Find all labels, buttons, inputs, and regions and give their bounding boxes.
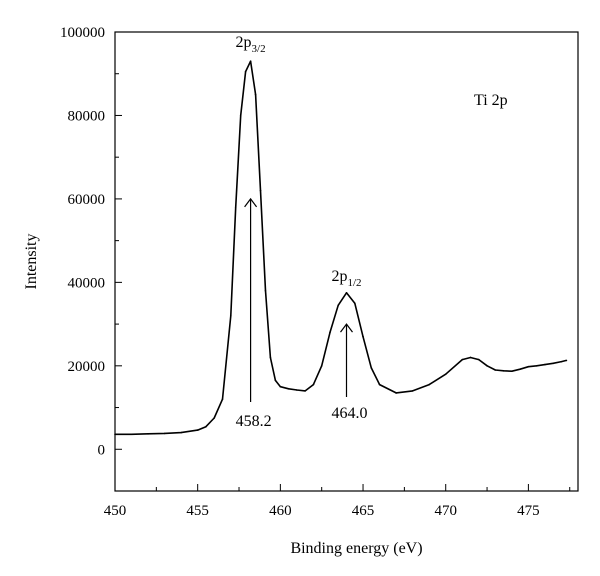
data-point [535, 365, 538, 367]
data-point [527, 365, 530, 368]
data-point [544, 363, 546, 366]
data-point [378, 383, 381, 386]
peak-position-label: 464.0 [332, 405, 368, 422]
data-point [269, 356, 272, 359]
data-point [362, 335, 364, 338]
x-tick-label: 475 [517, 503, 540, 519]
data-point [196, 429, 199, 431]
data-point [249, 60, 252, 63]
spectrum-line [115, 60, 567, 436]
data-point [494, 369, 497, 371]
peak-position-label: 458.2 [236, 413, 272, 430]
data-point [461, 358, 464, 361]
y-tick-label: 40000 [68, 275, 106, 291]
y-tick-label: 80000 [68, 108, 106, 124]
data-point [259, 189, 262, 192]
peak-label-subscript: 3/2 [252, 43, 266, 55]
data-point [254, 93, 257, 96]
data-point [229, 314, 232, 317]
data-point [287, 387, 290, 390]
data-point [234, 206, 237, 209]
data-point [502, 370, 505, 372]
x-tick-label: 460 [269, 503, 292, 519]
peak-label-main: 2p [236, 34, 252, 51]
x-tick-label: 470 [434, 503, 457, 519]
data-point [519, 368, 521, 370]
data-point [552, 362, 554, 365]
x-tick-label: 455 [186, 503, 209, 519]
data-point [444, 373, 447, 375]
y-tick-label: 60000 [68, 192, 106, 208]
y-tick-label: 0 [98, 442, 106, 458]
data-point [329, 331, 331, 334]
peak-label: 2p1/2 [331, 268, 361, 289]
data-point [565, 359, 568, 362]
data-point [428, 383, 430, 386]
data-point [337, 304, 340, 307]
data-point [296, 389, 298, 391]
data-point [213, 417, 216, 419]
data-point [411, 390, 414, 392]
data-point [469, 356, 472, 359]
y-tick-label: 20000 [68, 359, 106, 375]
element-label: Ti 2p [474, 92, 508, 109]
data-point [114, 433, 116, 436]
data-point [486, 365, 488, 367]
data-point [130, 433, 133, 436]
data-point [304, 390, 306, 392]
data-point [353, 302, 356, 305]
data-point [239, 114, 242, 117]
arrow-head [244, 197, 258, 208]
data-point [370, 367, 373, 369]
arrow-head [340, 323, 353, 333]
series-layer [114, 60, 568, 436]
x-tick-label: 465 [352, 503, 375, 519]
x-axis-title: Binding energy (eV) [290, 540, 422, 557]
data-point [477, 358, 480, 361]
data-point [279, 385, 282, 388]
data-point [221, 398, 224, 401]
data-point [147, 433, 149, 435]
data-point [205, 425, 207, 428]
data-point [320, 365, 323, 367]
peak-label-subscript: 1/2 [347, 277, 361, 289]
data-point [163, 432, 166, 435]
peak-label-main: 2p [331, 268, 347, 285]
y-axis-title: Intensity [23, 234, 40, 290]
data-point [395, 392, 397, 394]
peak-label: 2p3/2 [236, 34, 266, 55]
data-point [274, 379, 277, 382]
data-point [560, 360, 563, 363]
data-point [180, 431, 182, 434]
data-point [312, 383, 315, 386]
axes: 450 455 460 465 470 475 0 20000 40000 60000 80000 1… [23, 25, 579, 557]
plot-frame [114, 31, 579, 492]
y-tick-label: 100000 [60, 25, 105, 41]
data-point [244, 70, 247, 73]
data-point [264, 289, 267, 292]
data-point [345, 291, 348, 294]
data-point [511, 370, 513, 373]
x-tick-label: 450 [104, 503, 127, 519]
